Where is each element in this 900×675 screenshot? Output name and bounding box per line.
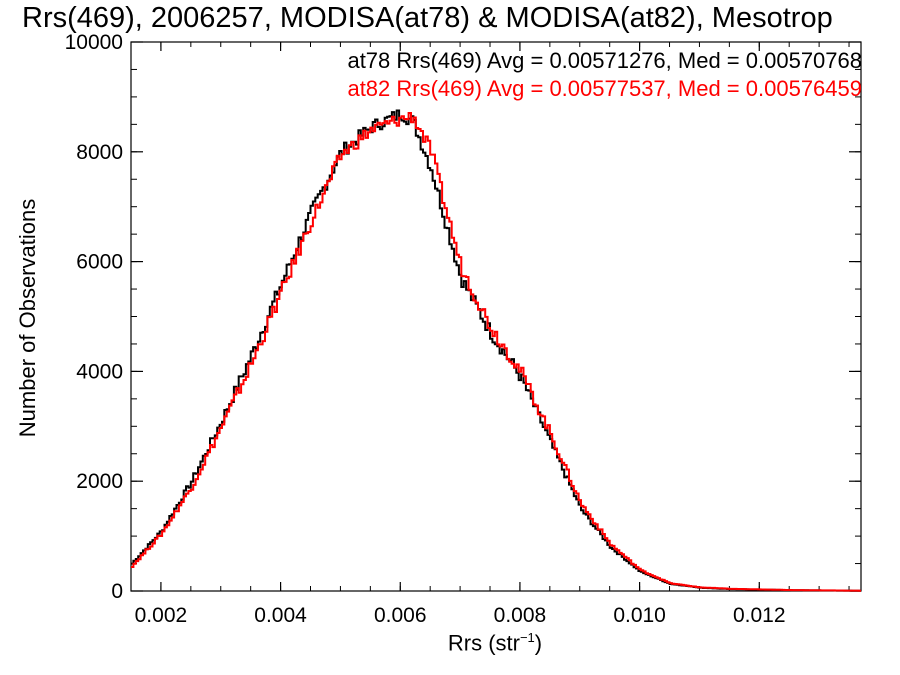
y-tick-label: 4000 [76, 360, 123, 383]
x-tick-label: 0.004 [254, 604, 307, 627]
y-tick-label: 8000 [76, 141, 123, 164]
x-axis-label-close: ) [534, 630, 543, 656]
y-tick-label: 0 [111, 580, 123, 603]
x-tick-label: 0.006 [374, 604, 427, 627]
series-line-1 [131, 112, 861, 592]
x-tick-label: 0.008 [494, 604, 547, 627]
x-axis-label: Rrs (str−1) [448, 630, 542, 656]
y-tick-label: 10000 [65, 31, 123, 54]
axis-ticks: 0.002 0.004 0.006 0.008 0.010 0.012 0 2000 4000 6… [65, 31, 861, 627]
x-tick-label: 0.010 [613, 604, 666, 627]
y-tick-label: 6000 [76, 251, 123, 274]
chart-title: Rrs(469), 2006257, MODISA(at78) & MODISA… [22, 2, 833, 34]
series-line-0 [131, 109, 861, 592]
y-tick-label: 2000 [76, 470, 123, 493]
legend-stat-at82: at82 Rrs(469) Avg = 0.00577537, Med = 0.… [347, 76, 862, 101]
legend-stat-at78: at78 Rrs(469) Avg = 0.00571276, Med = 0.… [347, 48, 862, 73]
series-layer [131, 109, 861, 592]
plot-frame [130, 41, 862, 592]
x-tick-label: 0.012 [733, 604, 786, 627]
y-axis-label: Number of Observations [15, 198, 40, 438]
x-axis-label-main: Rrs (str [447, 630, 520, 656]
x-tick-label: 0.002 [135, 604, 188, 627]
x-axis-label-sup: −1 [519, 630, 535, 645]
